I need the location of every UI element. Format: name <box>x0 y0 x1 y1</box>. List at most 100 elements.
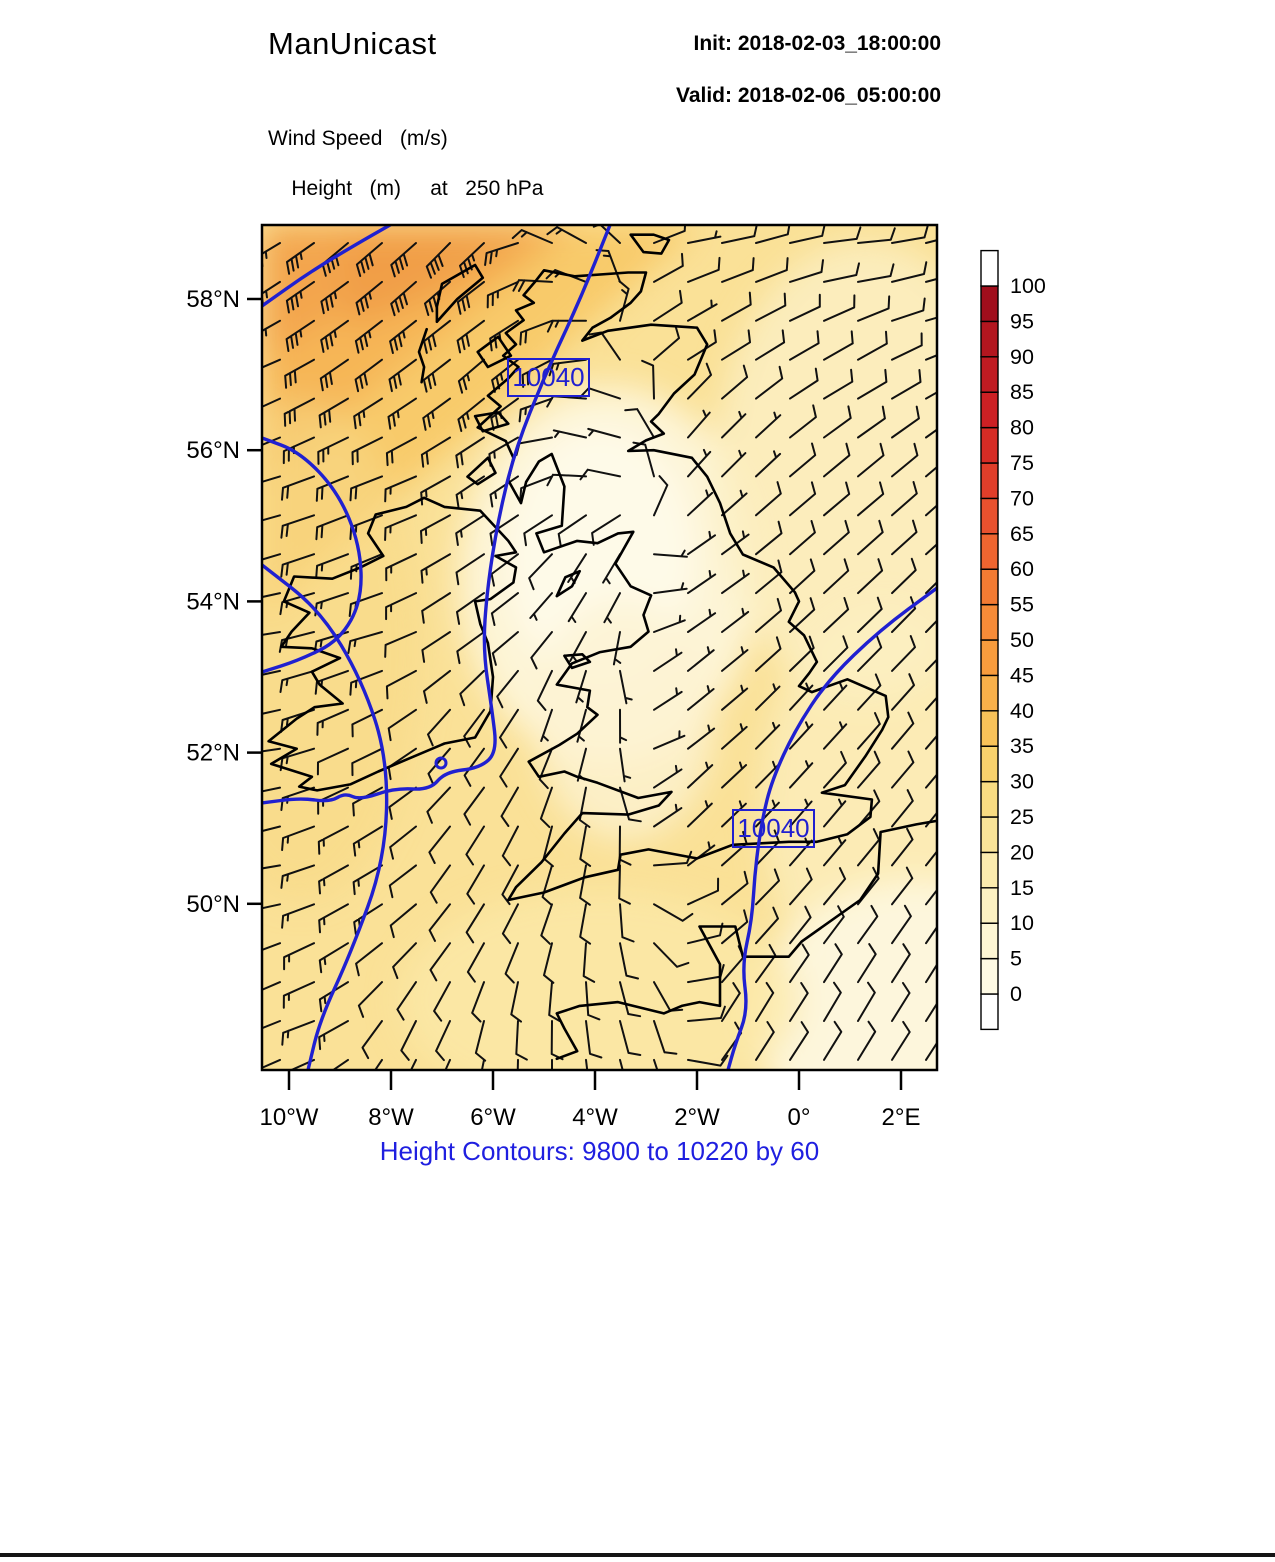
axis-ticks <box>247 297 903 1090</box>
height-contour <box>262 563 389 1070</box>
colorbar-cell <box>980 780 999 818</box>
wind-barb <box>456 280 485 315</box>
wind-barb <box>891 481 918 517</box>
x-tick-label: 2°E <box>882 1104 921 1131</box>
wind-barb <box>317 825 349 855</box>
wind-barb <box>619 747 632 783</box>
wind-barb <box>262 397 281 408</box>
wind-barb <box>504 942 519 984</box>
wind-barb <box>891 827 914 867</box>
wind-barb <box>721 530 750 556</box>
wind-barb <box>925 925 937 945</box>
wind-barb <box>755 981 775 1022</box>
colorbar-cell <box>980 249 999 287</box>
wind-barb <box>789 367 819 400</box>
wind-barb <box>384 475 417 503</box>
wind-barb <box>891 557 917 595</box>
wind-barb <box>891 519 918 556</box>
wind-barb <box>823 330 854 361</box>
wind-barb <box>891 297 926 322</box>
wind-barb <box>355 280 383 316</box>
colorbar-cell <box>980 391 999 429</box>
wind-barb <box>352 864 383 896</box>
wind-barb <box>490 553 519 587</box>
coastline-lewis-harris <box>435 263 485 324</box>
fill-blob <box>755 880 937 1070</box>
wind-barb <box>619 669 633 705</box>
wind-barb <box>262 981 281 991</box>
colorbar-cell <box>980 745 999 783</box>
wind-barb <box>925 354 937 361</box>
wind-barb <box>823 405 852 439</box>
wind-barb <box>653 803 683 828</box>
wind-barb <box>353 397 383 430</box>
colorbar-cell <box>980 922 999 960</box>
coastline-ireland <box>267 496 518 792</box>
wind-barb <box>721 257 755 283</box>
colorbar-cell <box>980 887 999 924</box>
wind-barb <box>721 489 748 517</box>
x-tick-label: 6°W <box>470 1104 516 1131</box>
wind-barb <box>755 868 780 906</box>
wind-barb <box>585 1058 589 1070</box>
wind-barb <box>262 864 281 870</box>
wind-barb <box>262 708 281 715</box>
wind-barb <box>653 903 694 922</box>
wind-barb <box>540 903 553 945</box>
wind-barb <box>510 981 522 1023</box>
wind-barb <box>653 942 690 968</box>
wind-barb <box>857 295 891 322</box>
wind-barb <box>653 614 686 633</box>
wind-barb <box>486 280 519 309</box>
wind-barb <box>389 319 417 354</box>
wind-barb <box>361 1020 383 1060</box>
wind-barb <box>925 982 937 1022</box>
wind-barb <box>789 760 814 789</box>
wind-barb <box>891 1020 911 1061</box>
wind-barb <box>687 841 716 867</box>
wind-barb <box>619 1058 624 1070</box>
wind-barb <box>755 257 789 283</box>
wind-barb <box>318 864 349 895</box>
wind-barb <box>262 786 281 793</box>
wind-barb <box>823 519 850 556</box>
coastline-islay-jura <box>466 456 497 486</box>
wind-barb <box>351 747 383 777</box>
colorbar-tick-label: 70 <box>1010 486 1034 510</box>
wind-barb <box>789 635 815 672</box>
wind-barb <box>579 864 591 906</box>
colorbar-tick-label: 0 <box>1010 982 1022 1006</box>
wind-barb <box>349 475 383 502</box>
wind-barb <box>687 448 712 478</box>
wind-barb <box>262 747 281 753</box>
wind-barb <box>891 405 920 439</box>
wind-barb <box>823 905 845 945</box>
colorbar-tick-label: 85 <box>1010 380 1034 404</box>
wind-barb <box>857 519 884 556</box>
wind-barb <box>653 764 683 789</box>
wind-barb <box>755 292 787 322</box>
x-tick-label: 4°W <box>572 1104 618 1131</box>
wind-barb <box>653 549 688 558</box>
wind-barb <box>390 280 417 317</box>
wind-barb <box>433 981 451 1022</box>
wind-barb <box>463 786 485 826</box>
wind-barb <box>618 864 631 905</box>
wind-barb <box>891 711 915 750</box>
wind-barb <box>457 358 485 394</box>
coastline-great-britain <box>476 268 890 902</box>
wind-barb <box>400 1020 417 1061</box>
wind-barb <box>262 242 281 268</box>
colorbar-tick-label: 95 <box>1010 309 1034 333</box>
wind-barb <box>823 481 851 517</box>
wind-barb <box>465 903 485 944</box>
x-tick-label: 2°W <box>674 1104 720 1131</box>
wind-barb <box>471 981 485 1023</box>
wind-barb <box>925 465 937 478</box>
wind-barb <box>387 397 417 430</box>
height-contour <box>262 436 363 674</box>
y-tick-label: 56°N <box>186 437 240 464</box>
wind-barb <box>262 319 281 345</box>
